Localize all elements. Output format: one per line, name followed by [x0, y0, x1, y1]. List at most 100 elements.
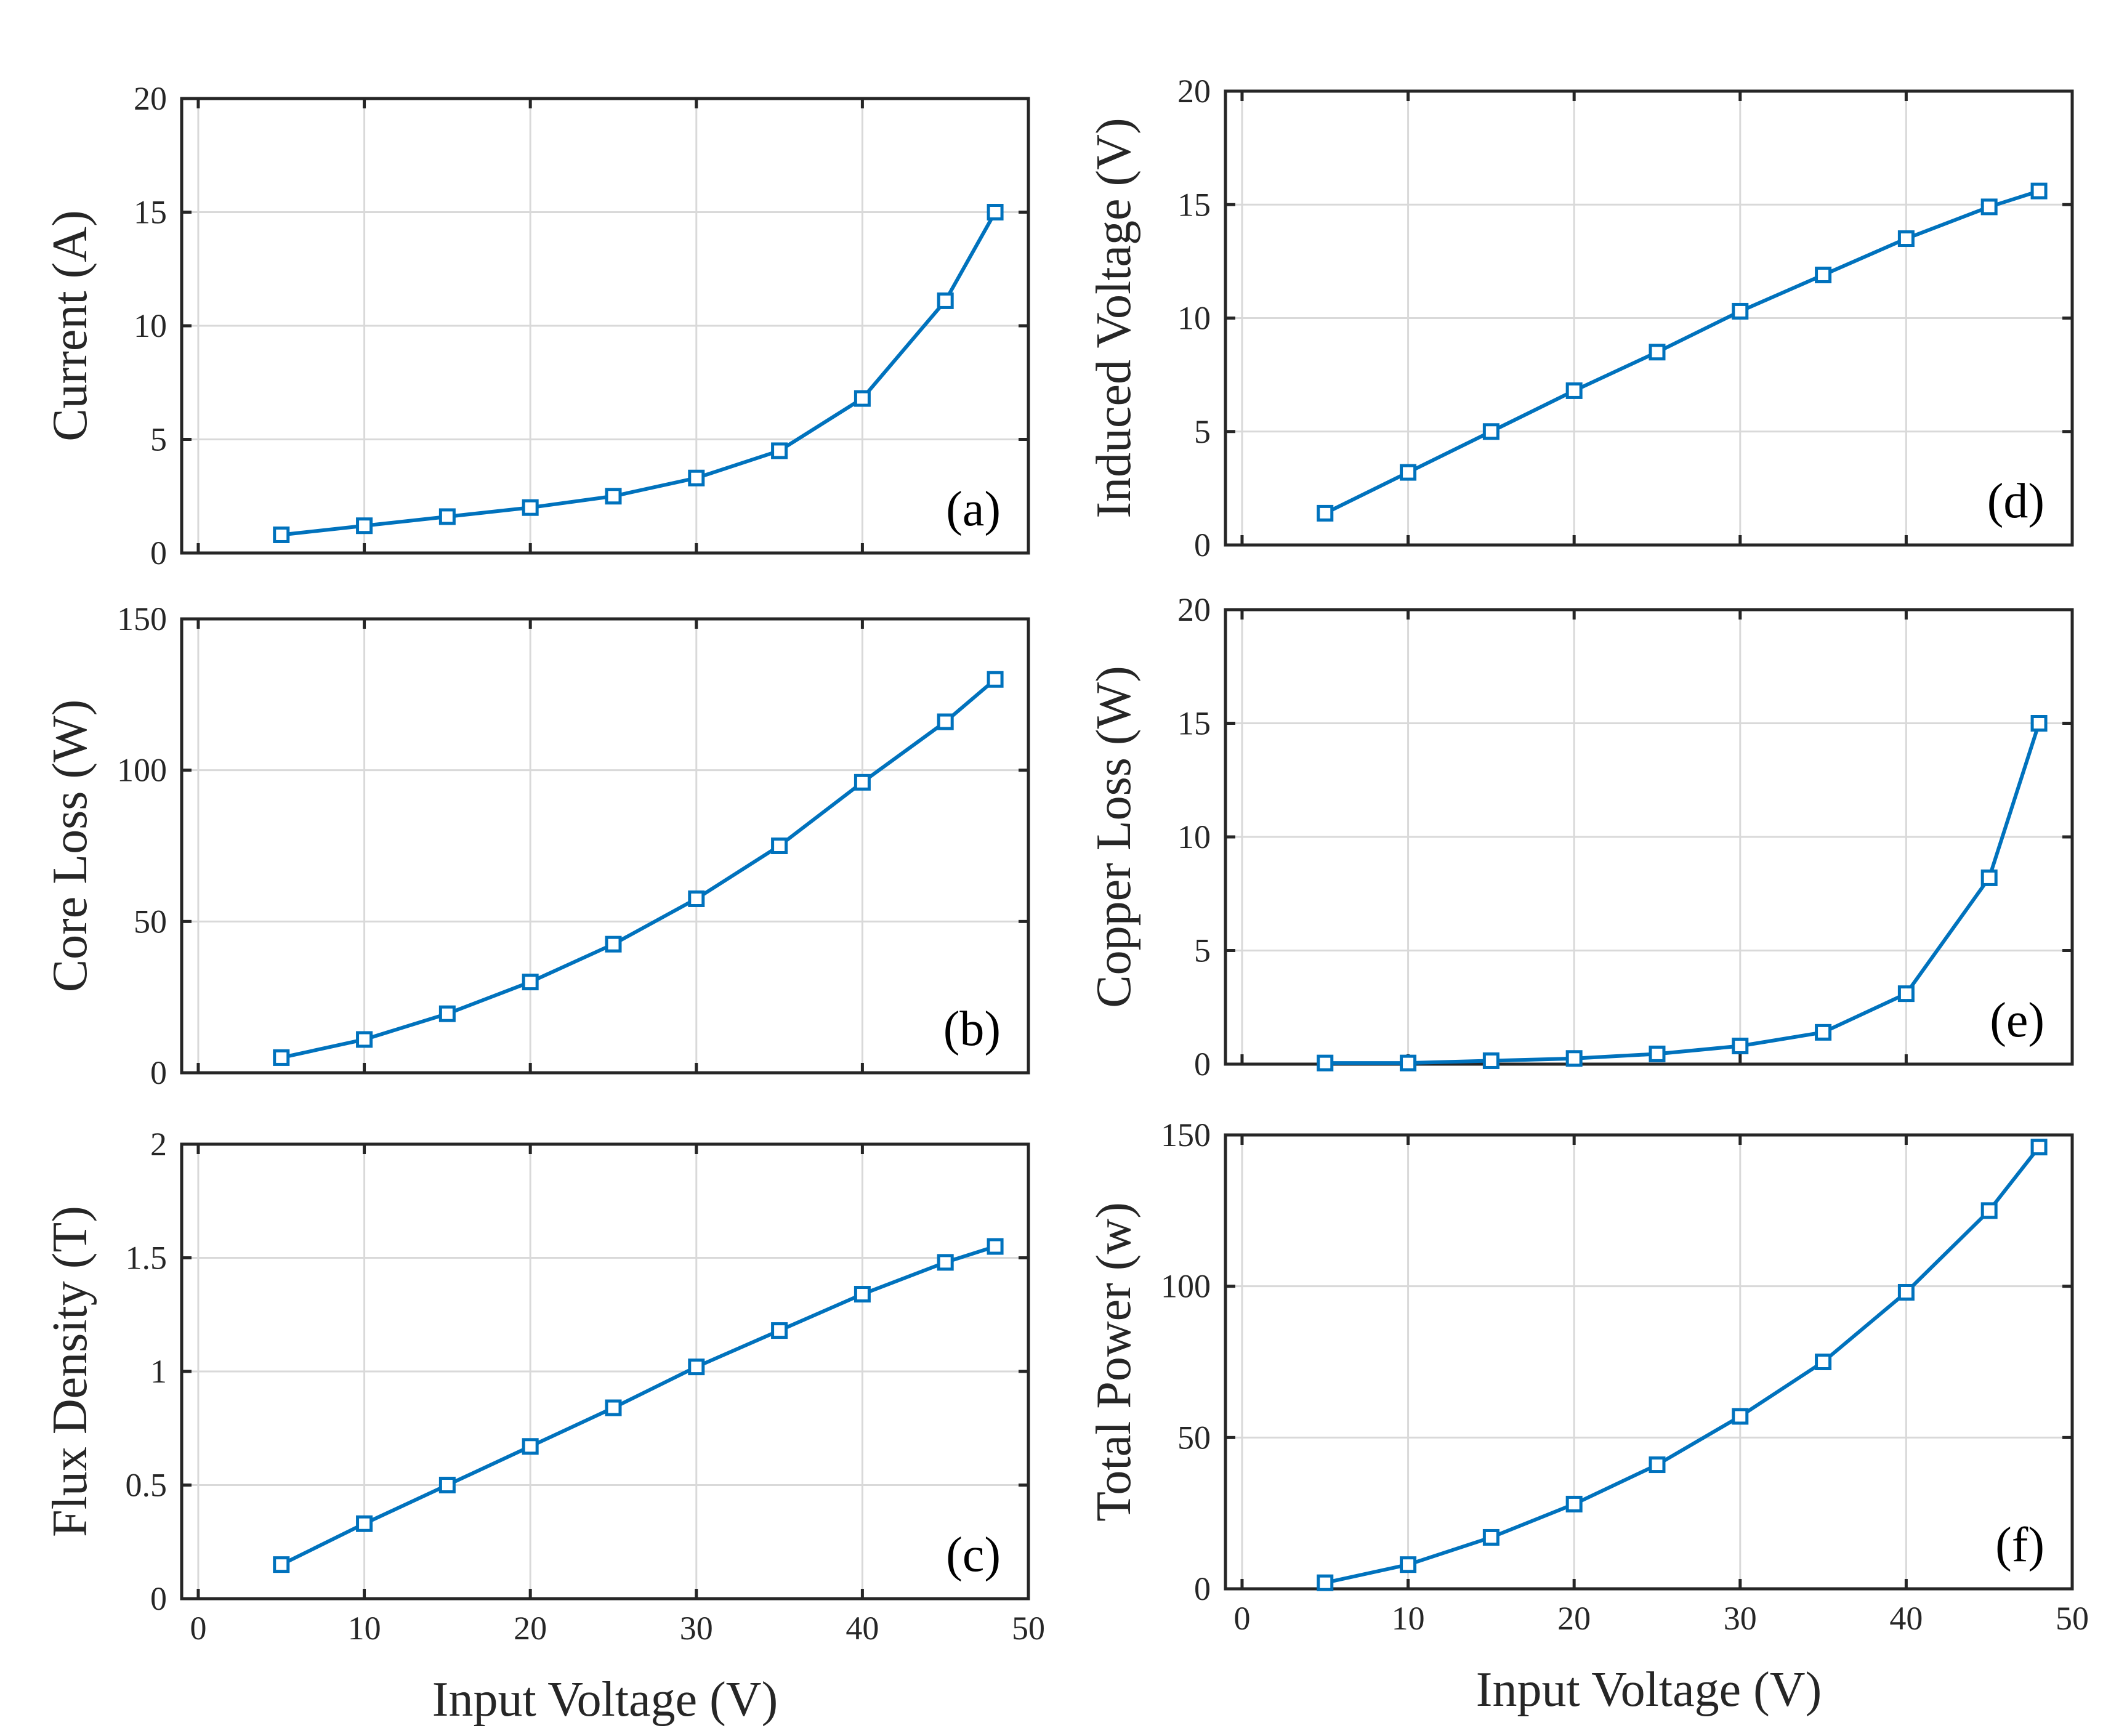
data-point	[937, 713, 954, 730]
data-point	[854, 773, 871, 791]
y-tick-label: 100	[1161, 1268, 1211, 1305]
data-point	[1565, 1050, 1583, 1067]
data-point	[2030, 1139, 2048, 1156]
y-tick-label: 5	[150, 421, 167, 458]
y-tick-label: 15	[1177, 186, 1211, 223]
data-point	[1317, 1054, 1334, 1072]
y-tick-label: 2	[150, 1126, 167, 1163]
data-point	[273, 526, 290, 543]
data-point	[987, 1238, 1004, 1255]
plot-frame	[1224, 1133, 2074, 1591]
panel-label: (b)	[943, 1002, 1001, 1056]
data-point	[1980, 198, 1998, 216]
data-point	[987, 204, 1004, 220]
x-tick-label: 50	[2056, 1600, 2089, 1637]
y-tick-label: 150	[1161, 1116, 1211, 1153]
data-point	[1815, 266, 1832, 283]
data-point	[937, 1254, 954, 1271]
series-line	[281, 677, 997, 1060]
plot-frame	[180, 617, 1030, 1075]
data-point	[522, 974, 539, 991]
y-tick-label: 10	[1177, 818, 1211, 855]
data-point	[522, 499, 539, 516]
data-point	[2030, 715, 2048, 732]
data-point	[688, 1359, 705, 1376]
y-tick-label: 20	[1177, 73, 1211, 110]
data-point	[1565, 1495, 1583, 1512]
x-tick-label: 10	[348, 1610, 381, 1647]
data-point	[1732, 1408, 1749, 1425]
data-point	[273, 1049, 290, 1066]
data-point	[356, 1031, 373, 1048]
y-tick-label: 20	[134, 80, 167, 117]
x-tick-label: 20	[1557, 1600, 1591, 1637]
x-tick-label: 40	[1889, 1600, 1923, 1637]
panel-c: 0 10 20 30 40 50 0 0.5 1 1.5 2 Flux Density (T) Inpu…	[43, 1126, 1045, 1727]
data-point	[1649, 344, 1666, 361]
y-tick-label: 0	[150, 535, 167, 571]
panel-b: 0 50 100 150 Core Loss (W) (b)	[43, 600, 1030, 1091]
y-axis-label: Flux Density (T)	[43, 1206, 97, 1537]
y-axis-label: Copper Loss (W)	[1087, 666, 1141, 1007]
x-tick-label: 50	[1012, 1610, 1045, 1647]
data-point	[605, 488, 622, 505]
series-line	[1325, 722, 2041, 1065]
data-point	[1980, 1202, 1998, 1219]
panel-d: 0 5 10 15 20 Induced Voltage (V) (d)	[1087, 73, 2074, 563]
panel-label: (c)	[946, 1528, 1001, 1582]
x-axis-label: Input Voltage (V)	[432, 1673, 778, 1727]
data-point	[987, 671, 1004, 688]
data-point	[1317, 1574, 1334, 1591]
y-tick-label: 20	[1177, 591, 1211, 628]
data-point	[771, 1322, 788, 1339]
series-line	[281, 211, 997, 537]
data-point	[1482, 423, 1500, 440]
data-point	[438, 508, 456, 525]
panel-label: (d)	[1987, 474, 2044, 528]
data-point	[1400, 1556, 1417, 1573]
x-tick-label: 0	[190, 1610, 206, 1647]
data-point	[522, 1438, 539, 1455]
data-point	[688, 890, 705, 907]
y-tick-label: 50	[134, 903, 167, 940]
y-axis-label: Core Loss (W)	[43, 700, 97, 992]
data-point	[1897, 1283, 1915, 1301]
panel-f: 0 10 20 30 40 50 0 50 100 150 Total Power (w) Input…	[1087, 1116, 2089, 1717]
data-point	[1317, 504, 1334, 522]
y-axis-label: Induced Voltage (V)	[1087, 118, 1141, 518]
y-tick-label: 10	[134, 307, 167, 344]
data-point	[438, 1477, 456, 1493]
data-point	[1897, 230, 1915, 248]
data-point	[273, 1556, 290, 1573]
data-point	[1732, 302, 1749, 320]
data-point	[1649, 1045, 1666, 1062]
y-tick-label: 0	[1194, 1570, 1211, 1607]
panel-e: 0 5 10 15 20 Copper Loss (W) (e)	[1087, 591, 2074, 1083]
y-tick-label: 15	[134, 194, 167, 231]
panel-label: (a)	[946, 482, 1001, 536]
data-point	[438, 1005, 456, 1022]
y-axis-label: Current (A)	[43, 210, 97, 441]
x-tick-label: 20	[514, 1610, 547, 1647]
data-point	[854, 390, 871, 407]
y-tick-label: 0	[150, 1054, 167, 1091]
data-point	[605, 935, 622, 953]
data-point	[605, 1399, 622, 1416]
x-axis-label: Input Voltage (V)	[1476, 1663, 1822, 1717]
y-tick-label: 0.5	[126, 1467, 168, 1504]
y-tick-label: 0	[1194, 1046, 1211, 1083]
data-point	[771, 442, 788, 459]
data-point	[1980, 869, 1998, 886]
series-line	[280, 1245, 996, 1567]
x-tick-label: 0	[1233, 1600, 1250, 1637]
data-point	[1482, 1052, 1500, 1069]
data-point	[1815, 1023, 1832, 1041]
x-tick-label: 40	[846, 1610, 879, 1647]
data-point	[2030, 182, 2048, 200]
y-axis-label: Total Power (w)	[1087, 1202, 1141, 1522]
data-point	[1565, 382, 1583, 399]
series-line	[1325, 1145, 2041, 1585]
y-tick-label: 5	[1194, 413, 1211, 450]
data-point	[937, 292, 954, 309]
